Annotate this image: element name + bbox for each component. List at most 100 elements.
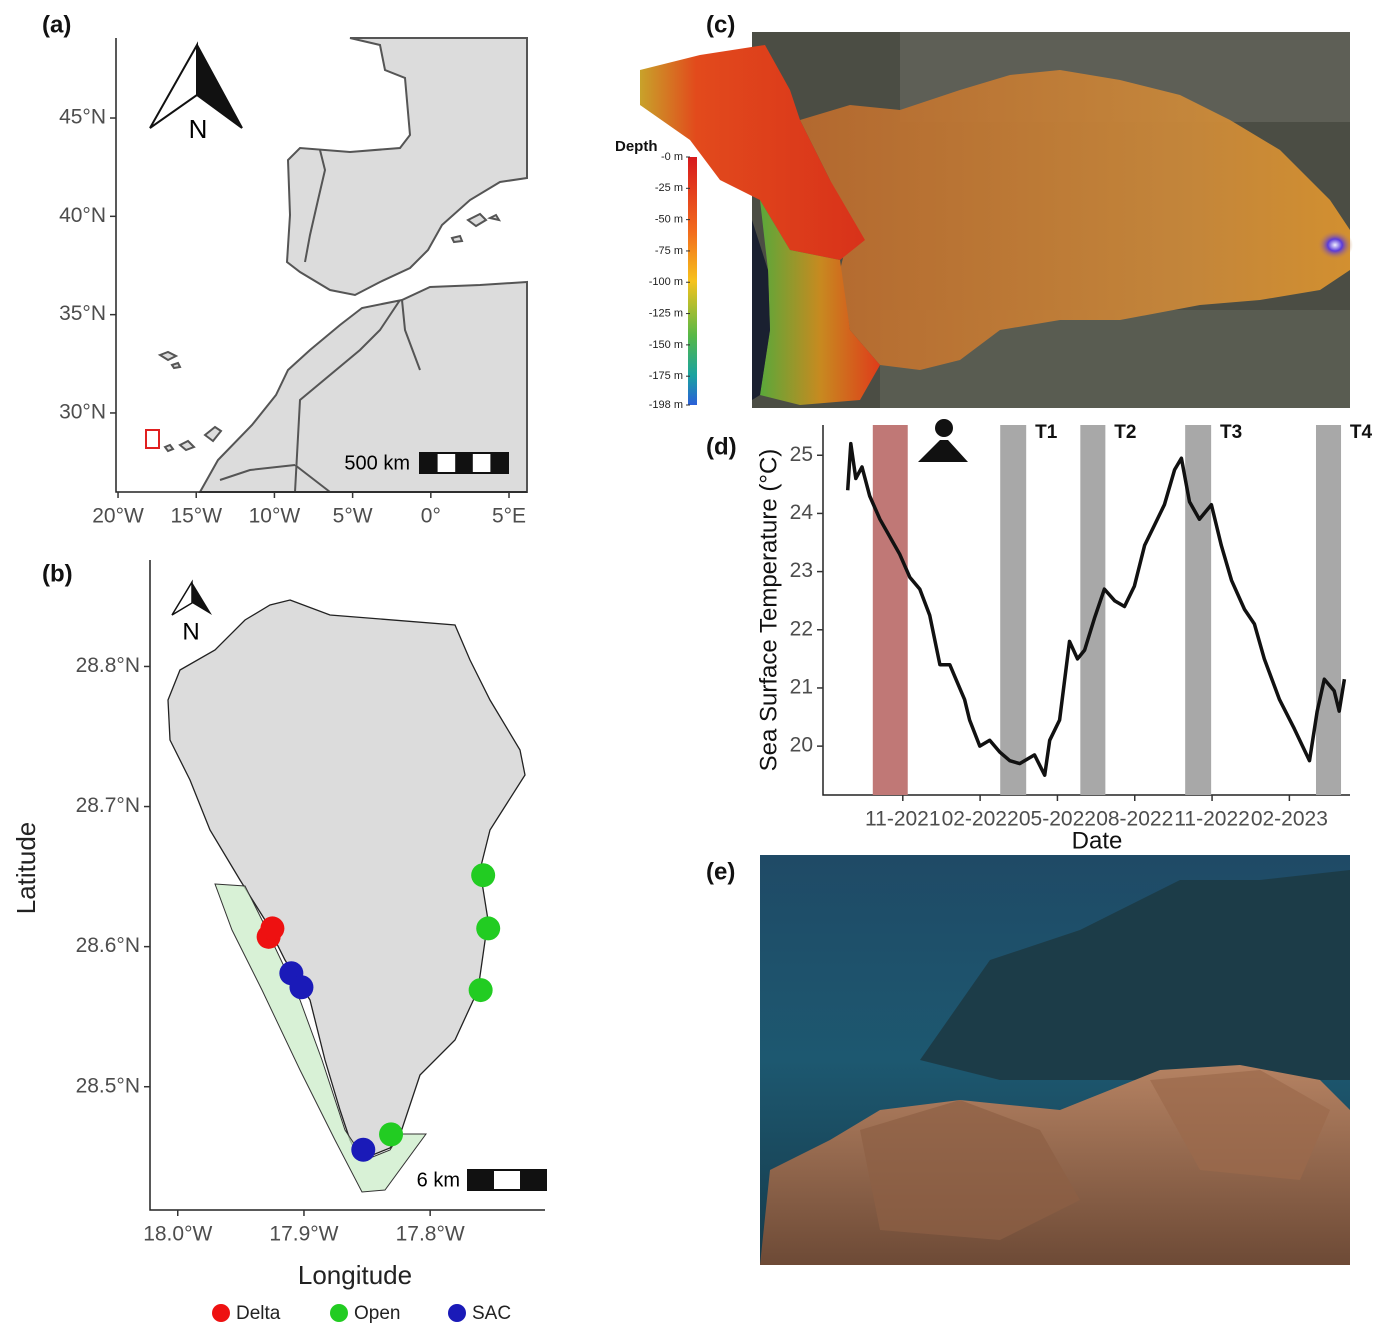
north-arrow [192,582,212,615]
y-tick-label: 40°N [59,204,106,227]
sampling-band [1315,425,1342,795]
legend-label: Delta [236,1303,281,1324]
axis-line [822,425,1350,796]
sampling-band [1000,425,1027,795]
x-tick-label: 5°W [333,505,373,528]
colorbar [688,157,697,405]
north-arrow [196,44,243,129]
bathymetry [760,200,880,405]
x-tick-label: 20°W [92,505,144,528]
bathymetry [640,45,865,260]
y-tick-label: 21 [790,676,813,699]
x-tick-label: 11-2021 [865,808,941,831]
x-tick-label: 18.0°W [143,1223,212,1246]
site-point [468,978,493,1003]
scale-bar [467,1169,547,1191]
site-point [476,916,501,941]
y-tick-label: 24 [790,501,814,524]
y-tick-label: 30°N [59,401,106,424]
y-tick-label: 28.7°N [76,794,140,817]
panel-label: (a) [42,11,71,38]
x-tick-label: 0° [421,505,441,528]
x-tick-label: 17.8°W [396,1223,465,1246]
underwater-photo: (e) [706,855,1350,1265]
site-point [351,1137,376,1162]
x-tick-label: 15°W [170,505,222,528]
x-tick-label: 02-2022 [942,808,1019,831]
scale-bar [419,452,509,474]
borders [219,149,421,493]
sampling-label: T2 [1114,422,1136,443]
colorbar-label: -0 m [661,151,683,163]
y-tick-label: 28.5°N [76,1074,140,1097]
legend-label: Open [354,1303,400,1324]
land-europe [285,37,528,297]
islands [157,212,502,453]
legend-label: SAC [472,1303,511,1324]
x-tick-label: 10°W [249,505,301,528]
volcano-icon [918,419,968,462]
legend-swatch [330,1304,348,1322]
colorbar-label: -125 m [649,307,683,319]
legend-title: Depth [615,138,658,155]
north-label: N [189,114,208,144]
island [167,599,526,1161]
y-tick-label: 25 [790,443,813,466]
y-tick-label: 23 [790,559,813,582]
axis-line [149,560,545,1211]
lava-flow [800,70,1350,370]
vent [1317,230,1353,260]
x-axis-title: Longitude [298,1260,412,1290]
panel-label: (b) [42,560,73,587]
sampling-band [1185,425,1212,795]
colorbar-label: -25 m [655,182,683,194]
scale-label: 500 km [344,452,410,474]
x-tick-label: 05-2022 [1019,808,1096,831]
north-arrow [171,579,193,616]
x-tick-label: 02-2023 [1251,808,1328,831]
y-tick-label: 20 [790,734,813,757]
y-tick-label: 35°N [59,302,106,325]
sampling-label: T3 [1220,422,1242,443]
map-a: N 500 km (a) [42,11,528,493]
colorbar-label: -198 m [649,399,683,411]
panel-label: (d) [706,433,737,460]
colorbar-label: -150 m [649,339,683,351]
legend-swatch [212,1304,230,1322]
site-point [289,975,314,1000]
site-point [379,1122,404,1147]
site-point [260,916,285,941]
legend-swatch [448,1304,466,1322]
scale-label: 6 km [417,1169,460,1191]
y-tick-label: 22 [790,617,813,640]
bathymetry-image: Depth (c) [615,11,1353,408]
colorbar-label: -175 m [649,370,683,382]
colorbar-label: -50 m [655,214,683,226]
colorbar-label: -100 m [649,276,683,288]
north-label: N [182,618,199,645]
panel-label: (c) [706,11,735,38]
y-axis-title: Sea Surface Temperature (°C) [755,449,782,772]
x-tick-label: 11-2022 [1174,808,1250,831]
y-tick-label: 28.8°N [76,654,140,677]
y-tick-label: 45°N [59,106,106,129]
panel-label: (e) [706,858,735,885]
site-point [471,863,496,888]
axis-line [115,38,527,493]
colorbar-label: -75 m [655,245,683,257]
sampling-band [1080,425,1106,795]
sampling-label: T4 [1350,422,1373,443]
y-axis-title: Latitude [11,822,41,915]
eruption-band [872,425,908,795]
sampling-label: T1 [1035,422,1058,443]
x-axis-title: Date [1072,827,1123,854]
sst-line [845,441,1347,777]
land-africa [198,280,528,493]
x-tick-label: 17.9°W [269,1223,338,1246]
sst-chart: (d) Date Sea Surface Temperature (°C) [706,419,1350,854]
map-b: N 6 km (b) Longitude Latitude [11,560,547,1290]
study-area-box [145,429,160,449]
y-tick-label: 28.6°N [76,934,140,957]
x-tick-label: 08-2022 [1096,808,1173,831]
